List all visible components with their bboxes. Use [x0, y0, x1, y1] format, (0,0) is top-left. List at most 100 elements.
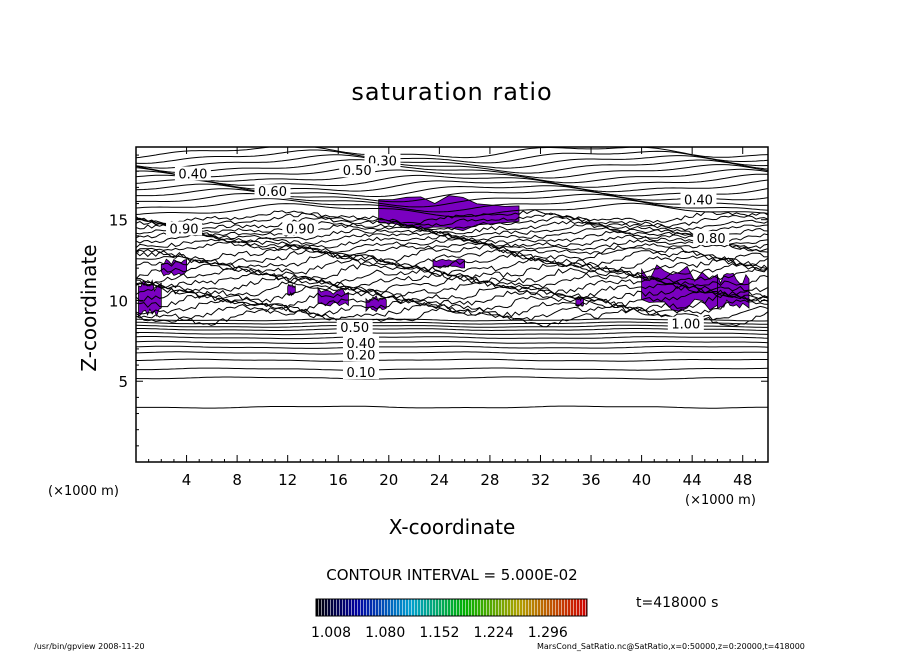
colorbar-tick-label-4: 1.224 — [474, 625, 514, 641]
y-tick-label-5: 5 — [118, 373, 128, 391]
contour-label-bg-3 — [342, 336, 379, 351]
contour-line-44 — [136, 179, 768, 193]
contour-line-3 — [136, 367, 768, 371]
contour-label-bg-11 — [339, 163, 376, 178]
contour-line-1 — [136, 405, 768, 409]
contour-label-bg-1 — [342, 365, 379, 380]
contour-line-12 — [136, 321, 768, 325]
contour-line-47 — [136, 164, 768, 179]
contour-line-48 — [136, 159, 768, 174]
x-tick-label-4: 4 — [182, 471, 192, 489]
x-tick-label-44: 44 — [683, 471, 702, 489]
contour-line-20 — [136, 279, 768, 299]
x-axis-unit: (×1000 m) — [685, 493, 756, 508]
contour-line-34 — [136, 223, 768, 238]
x-tick-label-32: 32 — [531, 471, 550, 489]
contour-line-14 — [136, 306, 768, 328]
y-axis-unit: (×1000 m) — [48, 484, 119, 499]
contour-line-27 — [136, 248, 768, 269]
contour-label-3: 0.40 — [347, 337, 376, 352]
contour-line-10 — [136, 328, 768, 332]
contour-label-6: 0.90 — [170, 222, 199, 237]
footer-source: MarsCond_SatRatio.nc@SatRatio,x=0:50000,… — [537, 642, 805, 651]
x-tick-label-24: 24 — [430, 471, 449, 489]
contour-label-8: 0.60 — [258, 185, 287, 200]
contour-line-4 — [136, 358, 768, 362]
contour-line-9 — [136, 332, 768, 336]
contour-line-50 — [136, 149, 768, 164]
contour-line-29 — [136, 241, 768, 256]
y-axis-label: Z-coordinate — [77, 244, 101, 372]
colorbar-tick-label-2: 1.080 — [365, 625, 405, 641]
contour-label-bg-12 — [680, 192, 717, 207]
contour-label-bg-5 — [667, 316, 704, 331]
footer-program-date: /usr/bin/gpview 2008-11-20 — [34, 642, 145, 651]
contour-line-33 — [136, 227, 768, 243]
chart-title: saturation ratio — [351, 78, 553, 106]
contour-label-bg-8 — [254, 184, 291, 199]
contour-label-2: 0.20 — [347, 348, 376, 363]
colorbar-tick-label-3: 1.152 — [419, 625, 459, 641]
contour-line-51 — [136, 147, 768, 159]
contour-label-11: 0.50 — [343, 164, 372, 179]
colorbar-tick-label-5: 1.296 — [528, 625, 568, 641]
contour-line-49 — [136, 154, 768, 169]
x-tick-label-8: 8 — [232, 471, 242, 489]
contour-label-5: 1.00 — [671, 318, 700, 333]
x-tick-label-40: 40 — [632, 471, 651, 489]
contour-line-41 — [136, 192, 768, 208]
x-axis-label: X-coordinate — [388, 515, 516, 539]
contour-interval-text: CONTOUR INTERVAL = 5.000E-02 — [326, 566, 578, 584]
contour-line-30 — [136, 238, 768, 253]
contour-label-9: 0.40 — [178, 167, 207, 182]
x-tick-label-28: 28 — [480, 471, 499, 489]
contour-label-10: 0.30 — [368, 155, 397, 170]
contour-label-4: 0.50 — [340, 321, 369, 336]
x-tick-label-12: 12 — [278, 471, 297, 489]
colorbar-tick-label-1: 1.008 — [311, 625, 351, 641]
contour-line-43 — [136, 183, 768, 197]
contour-line-35 — [136, 220, 768, 236]
contour-line-24 — [136, 260, 768, 281]
y-tick-label-10: 10 — [109, 292, 128, 310]
contour-label-bg-2 — [342, 347, 379, 362]
contour-line-11 — [136, 324, 768, 328]
x-tick-label-48: 48 — [733, 471, 752, 489]
contour-label-7: 0.90 — [286, 222, 315, 237]
contour-label-1: 0.10 — [347, 366, 376, 381]
x-tick-label-36: 36 — [581, 471, 600, 489]
supersaturated-region-2 — [160, 258, 187, 277]
x-tick-label-16: 16 — [329, 471, 348, 489]
contour-label-bg-13 — [693, 231, 730, 246]
contour-line-7 — [136, 340, 768, 344]
colorbar — [315, 598, 588, 617]
contour-line-42 — [136, 188, 768, 203]
contour-line-37 — [136, 212, 768, 228]
contour-label-bg-4 — [336, 319, 373, 334]
contour-line-6 — [136, 345, 768, 349]
supersaturated-region-4 — [378, 195, 520, 232]
contour-line-2 — [136, 376, 768, 380]
contour-label-bg-9 — [174, 166, 211, 181]
contour-line-46 — [136, 168, 768, 184]
contour-line-19 — [136, 284, 768, 304]
contour-line-28 — [136, 244, 768, 264]
contour-line-17 — [136, 292, 768, 313]
contour-label-bg-7 — [282, 221, 319, 236]
contour-label-12: 0.40 — [684, 193, 713, 208]
contour-line-8 — [136, 336, 768, 340]
contour-line-26 — [136, 251, 768, 273]
contour-line-45 — [136, 173, 768, 188]
contour-line-39 — [136, 202, 768, 218]
time-label: t=418000 s — [636, 595, 719, 611]
contour-line-25 — [136, 256, 768, 277]
x-tick-label-20: 20 — [379, 471, 398, 489]
contour-line-13 — [136, 318, 768, 322]
y-tick-label-15: 15 — [109, 212, 128, 230]
contour-line-5 — [136, 351, 768, 355]
contour-line-18 — [136, 288, 768, 309]
contour-label-13: 0.80 — [697, 232, 726, 247]
contour-line-38 — [136, 209, 768, 225]
contour-label-bg-6 — [166, 221, 203, 236]
